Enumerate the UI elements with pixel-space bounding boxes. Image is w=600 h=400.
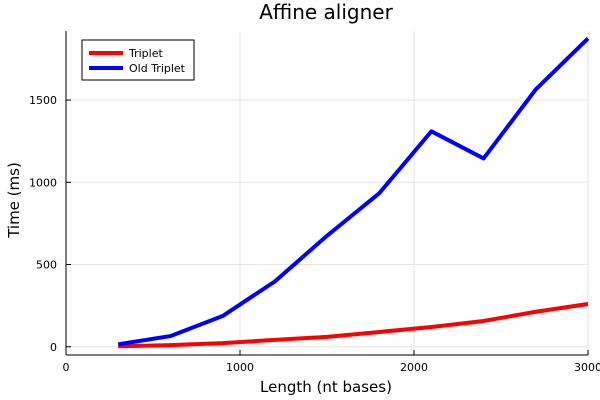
y-tick-label: 1500 <box>29 94 57 107</box>
axis-ticks: 0 1000 2000 3000 0 500 1000 1500 <box>29 94 600 374</box>
y-tick-label: 500 <box>36 259 57 272</box>
x-tick-label: 0 <box>63 361 70 374</box>
y-tick-label: 0 <box>50 341 57 354</box>
y-axis-title: Time (ms) <box>5 162 23 239</box>
legend-label-triplet: Triplet <box>128 47 163 60</box>
x-tick-label: 2000 <box>400 361 428 374</box>
series-line-old-triplet <box>117 36 590 347</box>
legend: Triplet Old Triplet <box>81 39 195 81</box>
x-axis-title: Length (nt bases) <box>260 378 392 396</box>
x-tick-label: 3000 <box>574 361 600 374</box>
series-line-triplet <box>118 302 589 349</box>
plot-frame <box>65 31 588 356</box>
x-tick-label: 1000 <box>226 361 254 374</box>
legend-box <box>81 39 195 81</box>
y-tick-label: 1000 <box>29 176 57 189</box>
chart-title: Affine aligner <box>259 0 393 24</box>
legend-label-old-triplet: Old Triplet <box>129 62 186 75</box>
series-lines <box>117 36 590 349</box>
